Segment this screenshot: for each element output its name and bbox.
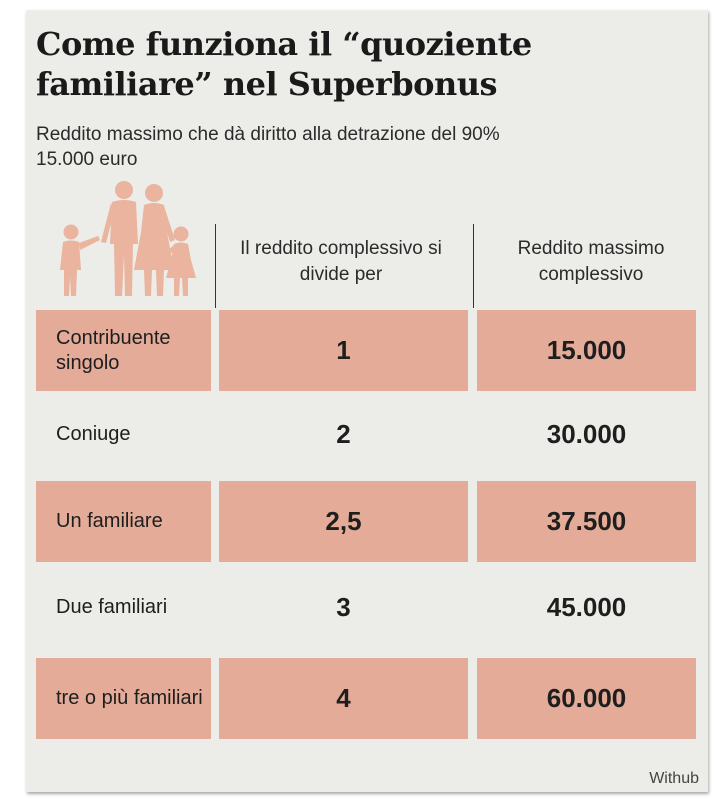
row-divisor: 2 [336, 418, 351, 449]
row-divisor: 1 [219, 310, 468, 391]
column-divider [473, 224, 474, 308]
row-label: Un familiare [36, 481, 211, 562]
row-max-income: 45.000 [546, 591, 627, 622]
subtitle: Reddito massimo che dà diritto alla detr… [36, 124, 500, 170]
infographic-card: Come funziona il “quoziente familiare” n… [26, 10, 708, 792]
row-divisor: 2,5 [219, 481, 468, 562]
header-max-income: Reddito massimo complessivo [517, 238, 665, 285]
row-divisor: 4 [219, 658, 468, 739]
row-max-income: 15.000 [477, 310, 696, 391]
row-label: tre o più familiari [36, 658, 211, 739]
column-divider [215, 224, 216, 308]
header-divisor: Il reddito complessivo si divide per [240, 238, 442, 285]
family-icon [60, 181, 196, 296]
row-max-income: 30.000 [546, 418, 627, 449]
row-max-income: 60.000 [477, 658, 696, 739]
row-label: Coniuge [56, 422, 131, 445]
row-label: Contribuente singolo [36, 310, 211, 391]
row-label: Due familiari [56, 595, 168, 618]
row-max-income: 37.500 [477, 481, 696, 562]
source-credit: Withub [649, 770, 699, 787]
page-title: Come funziona il “quoziente familiare” n… [36, 25, 532, 103]
row-divisor: 3 [336, 591, 351, 622]
